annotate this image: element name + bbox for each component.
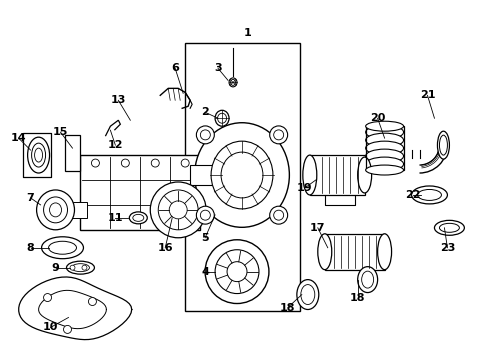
Ellipse shape — [211, 141, 272, 209]
Ellipse shape — [129, 212, 147, 224]
Ellipse shape — [302, 155, 316, 195]
Ellipse shape — [217, 113, 226, 123]
Ellipse shape — [365, 149, 403, 163]
Text: 6: 6 — [171, 63, 179, 73]
Ellipse shape — [365, 125, 403, 139]
Ellipse shape — [66, 261, 94, 274]
Bar — [22, 133, 50, 177]
Circle shape — [91, 159, 99, 167]
Text: 1: 1 — [244, 28, 251, 37]
Circle shape — [269, 206, 287, 224]
Bar — [190, 165, 218, 185]
Text: 17: 17 — [309, 223, 325, 233]
Text: 5: 5 — [201, 233, 208, 243]
Ellipse shape — [194, 123, 289, 227]
Circle shape — [204, 240, 268, 303]
Circle shape — [70, 265, 75, 270]
Circle shape — [226, 262, 246, 282]
Ellipse shape — [296, 280, 318, 310]
Circle shape — [88, 298, 96, 306]
Circle shape — [200, 210, 210, 220]
Ellipse shape — [48, 241, 76, 254]
Bar — [64, 135, 81, 171]
Ellipse shape — [357, 157, 371, 193]
Circle shape — [196, 206, 214, 224]
Circle shape — [43, 293, 51, 302]
Ellipse shape — [357, 267, 377, 293]
Ellipse shape — [361, 271, 373, 288]
Ellipse shape — [437, 131, 448, 159]
Ellipse shape — [133, 214, 143, 221]
Ellipse shape — [365, 121, 403, 131]
Text: 7: 7 — [27, 193, 35, 203]
Bar — [185, 42, 299, 311]
Ellipse shape — [433, 220, 464, 235]
Ellipse shape — [365, 157, 403, 171]
Circle shape — [151, 159, 159, 167]
Text: 21: 21 — [419, 90, 434, 100]
Ellipse shape — [228, 78, 237, 87]
Text: 19: 19 — [296, 183, 312, 193]
Polygon shape — [39, 291, 106, 329]
Bar — [365, 126, 403, 170]
Ellipse shape — [317, 234, 331, 270]
Circle shape — [181, 159, 189, 167]
Ellipse shape — [49, 203, 61, 217]
Circle shape — [121, 159, 129, 167]
Ellipse shape — [411, 186, 447, 204]
Ellipse shape — [439, 223, 458, 232]
Text: 11: 11 — [107, 213, 123, 223]
Text: 13: 13 — [110, 95, 126, 105]
Circle shape — [273, 130, 283, 140]
Circle shape — [215, 250, 259, 293]
Text: 15: 15 — [53, 127, 68, 137]
Ellipse shape — [27, 137, 49, 173]
Ellipse shape — [215, 110, 228, 126]
Bar — [309, 155, 364, 195]
Ellipse shape — [230, 80, 235, 85]
Ellipse shape — [41, 237, 83, 259]
Circle shape — [158, 190, 198, 230]
Ellipse shape — [365, 165, 403, 175]
Text: 2: 2 — [201, 107, 208, 117]
Ellipse shape — [71, 264, 89, 272]
Circle shape — [150, 182, 205, 238]
Circle shape — [169, 201, 187, 219]
Bar — [69, 202, 87, 218]
Ellipse shape — [365, 141, 403, 155]
Text: 23: 23 — [439, 243, 454, 253]
Ellipse shape — [43, 197, 67, 223]
Ellipse shape — [365, 133, 403, 147]
Polygon shape — [19, 277, 131, 339]
Text: 10: 10 — [43, 323, 58, 332]
Bar — [81, 155, 200, 230]
Text: 12: 12 — [107, 140, 123, 150]
Text: 4: 4 — [201, 267, 209, 276]
Text: 3: 3 — [214, 63, 222, 73]
Ellipse shape — [37, 190, 74, 230]
Text: 14: 14 — [11, 133, 26, 143]
Text: 8: 8 — [27, 243, 35, 253]
Circle shape — [200, 130, 210, 140]
Circle shape — [196, 126, 214, 144]
Ellipse shape — [221, 152, 263, 198]
Ellipse shape — [35, 148, 42, 162]
Ellipse shape — [32, 143, 45, 167]
Circle shape — [63, 325, 71, 333]
Text: 18: 18 — [280, 302, 295, 312]
Bar — [365, 126, 403, 170]
Ellipse shape — [300, 285, 314, 305]
Text: 16: 16 — [157, 243, 173, 253]
Ellipse shape — [439, 135, 447, 155]
Text: 20: 20 — [369, 113, 385, 123]
Circle shape — [273, 210, 283, 220]
Text: 22: 22 — [404, 190, 419, 200]
Ellipse shape — [417, 189, 441, 201]
Circle shape — [82, 265, 87, 270]
Text: 18: 18 — [349, 293, 365, 302]
Bar — [324, 234, 384, 270]
Ellipse shape — [377, 234, 391, 270]
Text: 9: 9 — [52, 263, 60, 273]
Circle shape — [269, 126, 287, 144]
